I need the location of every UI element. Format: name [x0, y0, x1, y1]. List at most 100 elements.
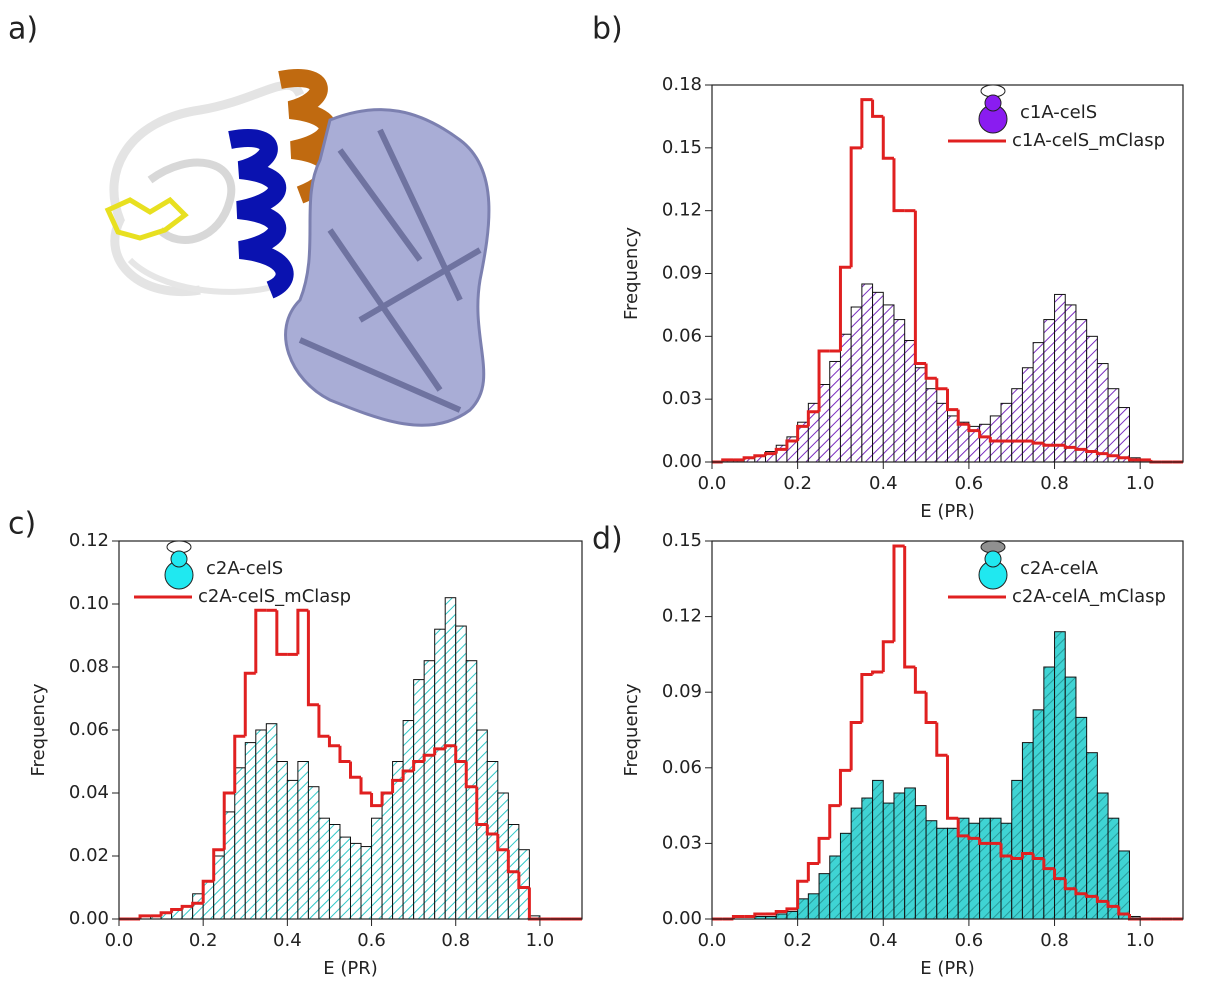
step [796, 424, 809, 442]
y-axis-label: Frequency [621, 227, 642, 320]
step [370, 793, 383, 808]
y-tick-label: 0.18 [662, 74, 702, 95]
step [731, 914, 745, 919]
bar [1075, 319, 1088, 463]
y-tick-label: 0.02 [69, 845, 109, 866]
bar [807, 893, 820, 920]
step [1042, 858, 1055, 871]
step [946, 388, 959, 412]
bar [360, 846, 373, 920]
step [913, 667, 927, 694]
bar [1086, 335, 1098, 463]
step [1031, 853, 1044, 861]
bar [829, 360, 841, 463]
step [935, 378, 948, 391]
panel-label: c) [8, 507, 36, 542]
step [721, 458, 734, 462]
bar [936, 402, 949, 463]
step [913, 210, 927, 366]
bar [1043, 319, 1056, 463]
y-tick-label: 0.15 [662, 530, 702, 551]
step [1042, 443, 1055, 447]
bar [839, 832, 852, 920]
bar [936, 827, 949, 920]
x-tick-label: 0.2 [783, 930, 812, 951]
step [1063, 878, 1076, 891]
x-tick-label: 0.0 [698, 473, 727, 494]
ligand [104, 196, 189, 241]
step [946, 755, 959, 820]
bar [914, 805, 927, 920]
y-tick-label: 0.03 [662, 388, 702, 409]
bar [1000, 402, 1013, 463]
step [233, 734, 246, 793]
bar [1021, 742, 1034, 920]
bar [234, 767, 246, 920]
protein-structure [104, 69, 491, 427]
step [871, 99, 884, 118]
y-tick-label: 0.03 [662, 832, 702, 853]
step [796, 879, 809, 909]
step [828, 804, 841, 839]
step [454, 745, 467, 763]
bar [861, 797, 874, 920]
step [1085, 893, 1098, 898]
step [956, 818, 969, 838]
bar [850, 306, 863, 463]
step [275, 610, 288, 656]
legend-label: c2A-celS_mClasp [198, 586, 351, 607]
y-tick-label: 0.00 [662, 908, 702, 929]
bar [339, 836, 351, 920]
bar [1118, 407, 1130, 463]
step [1106, 901, 1119, 908]
step [1053, 868, 1066, 881]
bar [979, 817, 991, 920]
x-tick-label: 0.2 [189, 930, 218, 951]
bar [1107, 817, 1120, 920]
step [401, 769, 414, 781]
x-tick-label: 0.2 [783, 473, 812, 494]
loop [147, 158, 236, 244]
bar [1064, 304, 1077, 463]
bar [444, 597, 457, 920]
step [201, 879, 214, 904]
step [924, 363, 937, 380]
step [138, 914, 151, 919]
step [742, 456, 755, 460]
x-tick-label: 0.8 [441, 930, 470, 951]
bar [1107, 388, 1120, 463]
legend-label: c1A-celS_mClasp [1012, 130, 1165, 151]
bar [1086, 752, 1098, 920]
step [222, 791, 235, 850]
step [892, 158, 905, 213]
loop [109, 80, 305, 296]
step [967, 835, 980, 840]
bar [255, 729, 267, 920]
step [475, 786, 488, 826]
bar [192, 893, 204, 920]
step [838, 265, 852, 351]
bar [1000, 822, 1013, 920]
step [785, 907, 798, 912]
plot-frame [711, 540, 1184, 920]
x-tick-label: 1.0 [526, 930, 555, 951]
y-tick-label: 0.10 [69, 593, 109, 614]
bar [181, 905, 194, 920]
step [380, 791, 393, 806]
step [978, 838, 991, 845]
step [170, 908, 183, 913]
bar [957, 421, 970, 463]
bar [213, 855, 225, 920]
step [506, 849, 519, 874]
step [1020, 851, 1034, 859]
step [443, 744, 456, 749]
bar [839, 333, 852, 463]
bar [392, 761, 404, 920]
bar [434, 628, 446, 920]
bar [775, 444, 788, 463]
bar [350, 842, 362, 920]
step [212, 848, 225, 882]
x-tick-label: 0.8 [1040, 473, 1069, 494]
step [1085, 449, 1098, 454]
y-tick-label: 0.04 [69, 782, 109, 803]
